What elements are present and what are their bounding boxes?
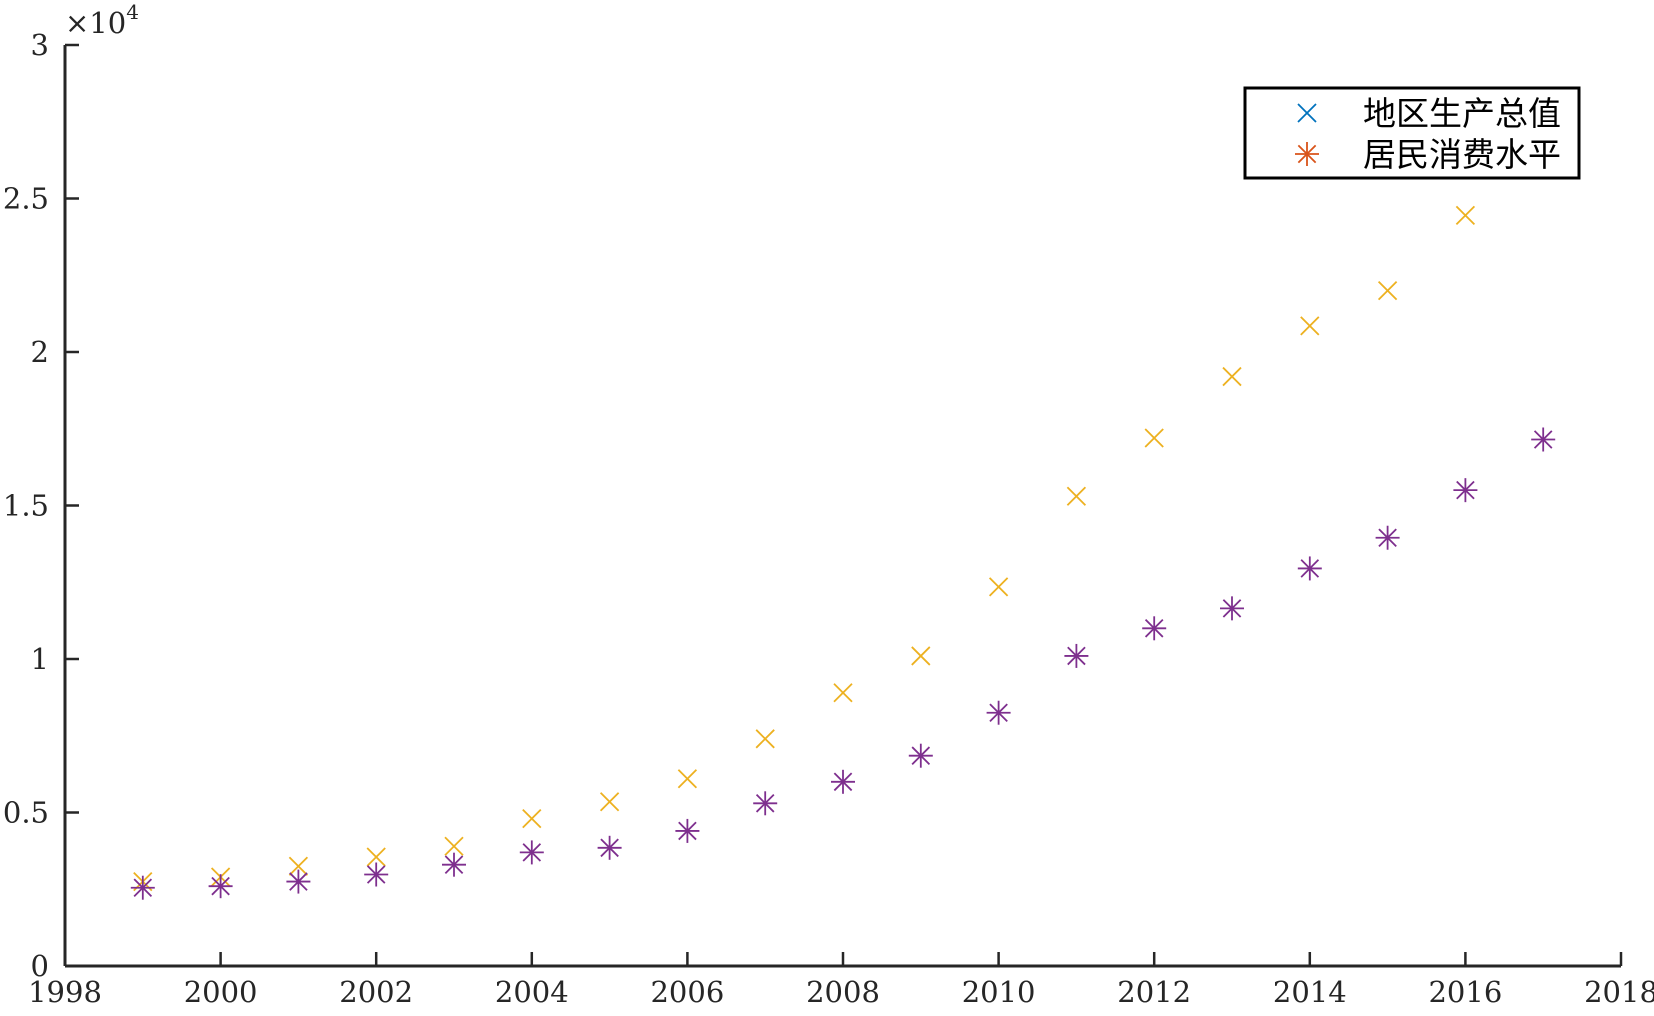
x-tick-label: 2008 xyxy=(806,975,880,1009)
data-point-x xyxy=(444,836,464,856)
data-point-x xyxy=(1066,486,1087,506)
data-point-asterisk xyxy=(130,875,155,900)
x-tick-label: 2010 xyxy=(962,975,1036,1009)
series-1 xyxy=(130,427,1556,900)
x-tick-label: 2014 xyxy=(1273,975,1347,1009)
data-point-asterisk xyxy=(1220,596,1244,621)
data-point-asterisk xyxy=(1531,427,1556,452)
legend-marker-x xyxy=(1297,103,1317,123)
data-point-x xyxy=(988,577,1009,597)
data-point-x xyxy=(1300,316,1320,336)
y-tick-label: 3 xyxy=(31,28,49,62)
data-point-asterisk xyxy=(597,835,622,860)
data-point-asterisk xyxy=(753,791,778,816)
data-point-x xyxy=(911,646,931,666)
data-point-asterisk xyxy=(364,862,389,887)
data-point-asterisk xyxy=(675,818,700,843)
y-tick-label: 0.5 xyxy=(3,796,49,830)
data-point-x xyxy=(677,769,698,789)
data-point-asterisk xyxy=(1375,525,1400,550)
data-point-x xyxy=(1455,205,1476,226)
data-point-x xyxy=(833,683,853,703)
data-point-asterisk xyxy=(986,700,1011,725)
series-0 xyxy=(133,205,1476,892)
y-exponent-base: ×10 xyxy=(65,6,126,40)
data-point-asterisk xyxy=(1064,643,1089,668)
x-tick-label: 2004 xyxy=(495,975,569,1009)
x-tick-label: 2006 xyxy=(650,975,724,1009)
data-point-x xyxy=(522,809,542,829)
y-tick-label: 1 xyxy=(31,642,49,676)
data-point-asterisk xyxy=(1142,616,1167,641)
data-point-asterisk xyxy=(1297,556,1322,581)
data-point-asterisk xyxy=(519,840,544,865)
y-exponent-power: 4 xyxy=(126,0,139,24)
data-marks xyxy=(130,205,1556,900)
data-point-x xyxy=(1144,428,1164,448)
data-point-x xyxy=(1377,280,1398,301)
x-tick-label: 2002 xyxy=(339,975,413,1009)
legend-box xyxy=(1243,86,1581,180)
y-tick-label: 1.5 xyxy=(3,489,49,523)
data-point-asterisk xyxy=(831,769,855,794)
legend-marker-asterisk xyxy=(1295,142,1319,166)
data-point-x xyxy=(1222,366,1242,387)
data-point-asterisk xyxy=(1453,478,1478,503)
data-point-asterisk xyxy=(908,743,933,768)
data-point-x xyxy=(288,856,309,876)
y-tick-label: 2 xyxy=(31,335,49,369)
x-tick-label: 2012 xyxy=(1117,975,1191,1009)
x-tick-label: 2018 xyxy=(1584,975,1654,1009)
legend-label: 居民消费水平 xyxy=(1363,135,1561,174)
y-tick-label: 2.5 xyxy=(3,182,49,216)
data-point-x xyxy=(599,792,620,812)
x-tick-label: 2016 xyxy=(1428,975,1502,1009)
data-point-asterisk xyxy=(442,852,466,877)
y-exponent-label: ×104 xyxy=(65,0,139,40)
axis-ticks: 1998 2000 2002 2004 2006 2008 2010 2012 2014 2016… xyxy=(3,0,1654,1009)
data-point-asterisk xyxy=(208,874,233,899)
axes xyxy=(63,45,1621,968)
legend-label: 地区生产总值 xyxy=(1363,94,1561,133)
data-point-x xyxy=(366,847,386,867)
data-point-x xyxy=(755,729,775,749)
x-tick-label: 1998 xyxy=(28,975,102,1009)
data-point-asterisk xyxy=(286,869,311,894)
x-tick-label: 2000 xyxy=(184,975,258,1009)
y-tick-label: 0 xyxy=(31,949,49,983)
